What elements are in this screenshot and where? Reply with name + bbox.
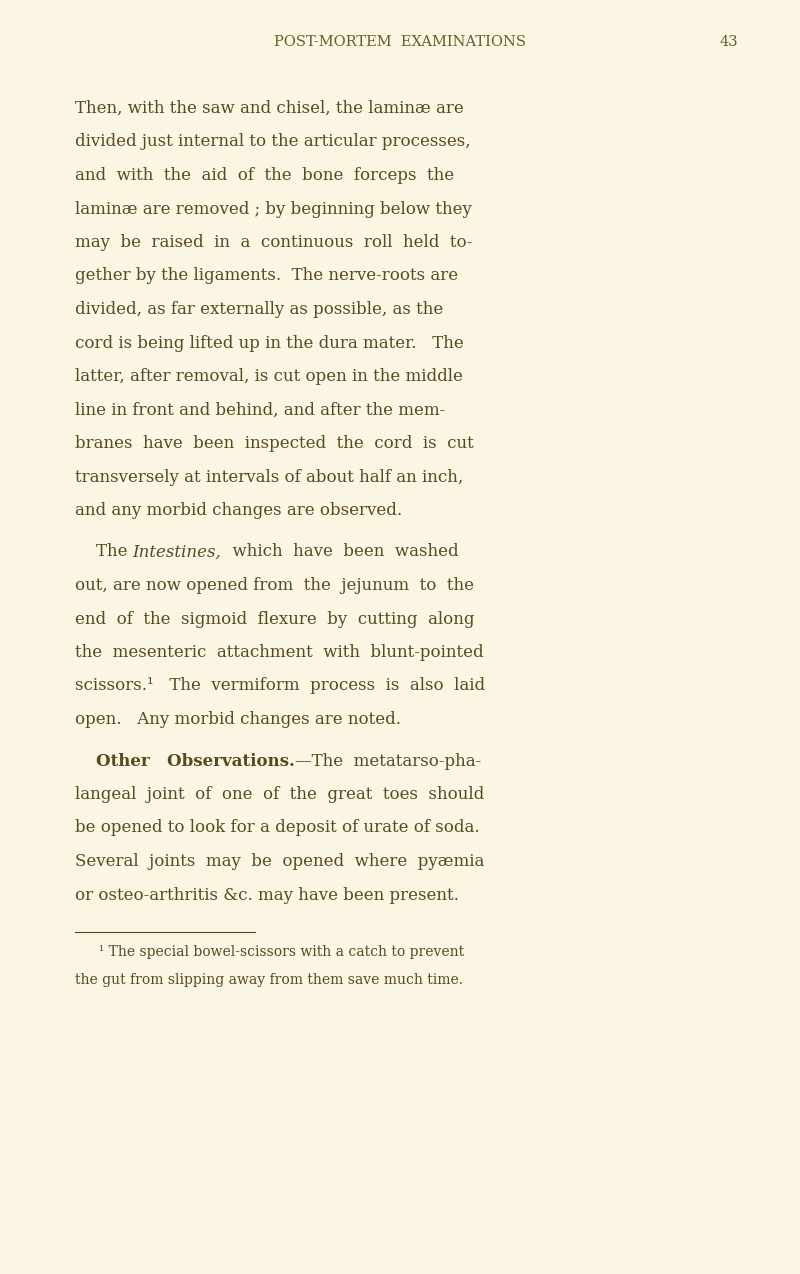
Text: langeal  joint  of  one  of  the  great  toes  should: langeal joint of one of the great toes s… [75, 786, 484, 803]
Text: or osteo-arthritis &c. may have been present.: or osteo-arthritis &c. may have been pre… [75, 887, 459, 903]
Text: Intestines,: Intestines, [133, 544, 222, 561]
Text: laminæ are removed ; by beginning below they: laminæ are removed ; by beginning below … [75, 200, 472, 218]
Text: open.   Any morbid changes are noted.: open. Any morbid changes are noted. [75, 711, 401, 727]
Text: transversely at intervals of about half an inch,: transversely at intervals of about half … [75, 469, 463, 485]
Text: The: The [75, 544, 133, 561]
Text: and  with  the  aid  of  the  bone  forceps  the: and with the aid of the bone forceps the [75, 167, 454, 183]
Text: ¹ The special bowel-scissors with a catch to prevent: ¹ The special bowel-scissors with a catc… [90, 945, 464, 959]
Text: line in front and behind, and after the mem-: line in front and behind, and after the … [75, 401, 446, 418]
Text: Other   Observations.: Other Observations. [96, 753, 295, 769]
Text: cord is being lifted up in the dura mater.   The: cord is being lifted up in the dura mate… [75, 335, 464, 352]
Text: which  have  been  washed: which have been washed [222, 544, 458, 561]
Text: out, are now opened from  the  jejunum  to  the: out, are now opened from the jejunum to … [75, 577, 474, 594]
Text: —The  metatarso-pha-: —The metatarso-pha- [295, 753, 481, 769]
Text: end  of  the  sigmoid  flexure  by  cutting  along: end of the sigmoid flexure by cutting al… [75, 610, 474, 628]
Text: scissors.¹   The  vermiform  process  is  also  laid: scissors.¹ The vermiform process is also… [75, 678, 485, 694]
Text: latter, after removal, is cut open in the middle: latter, after removal, is cut open in th… [75, 368, 463, 385]
Text: and any morbid changes are observed.: and any morbid changes are observed. [75, 502, 402, 519]
Text: the gut from slipping away from them save much time.: the gut from slipping away from them sav… [75, 973, 463, 987]
Text: Several  joints  may  be  opened  where  pyæmia: Several joints may be opened where pyæmi… [75, 854, 484, 870]
Text: divided, as far externally as possible, as the: divided, as far externally as possible, … [75, 301, 443, 318]
Text: POST-MORTEM  EXAMINATIONS: POST-MORTEM EXAMINATIONS [274, 34, 526, 48]
Text: be opened to look for a deposit of urate of soda.: be opened to look for a deposit of urate… [75, 819, 480, 837]
Text: may  be  raised  in  a  continuous  roll  held  to-: may be raised in a continuous roll held … [75, 234, 472, 251]
Text: divided just internal to the articular processes,: divided just internal to the articular p… [75, 134, 470, 150]
Text: gether by the ligaments.  The nerve-roots are: gether by the ligaments. The nerve-roots… [75, 268, 458, 284]
Text: branes  have  been  inspected  the  cord  is  cut: branes have been inspected the cord is c… [75, 434, 474, 452]
Text: the  mesenteric  attachment  with  blunt-pointed: the mesenteric attachment with blunt-poi… [75, 643, 484, 661]
Text: 43: 43 [720, 34, 738, 48]
Text: Then, with the saw and chisel, the laminæ are: Then, with the saw and chisel, the lamin… [75, 99, 464, 117]
